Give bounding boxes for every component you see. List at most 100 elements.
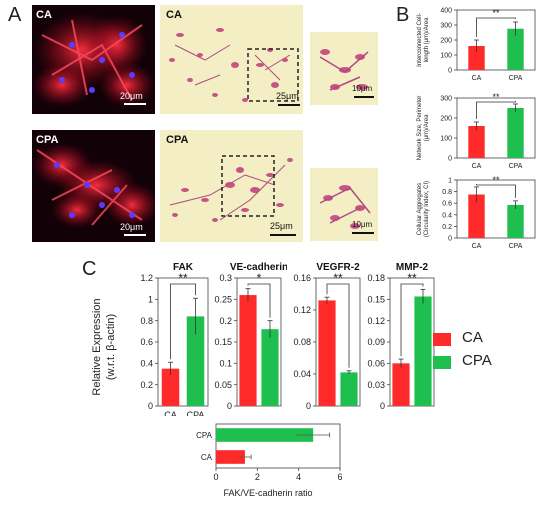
y-tick-label: 1 (448, 177, 452, 184)
significance-marker: ** (333, 271, 343, 285)
cpa-brightfield-image: CPA 25μm (160, 130, 303, 242)
y-tick-label: 0 (448, 155, 452, 162)
y-tick-label: 0.6 (140, 337, 153, 347)
x-tick-label: CPA (509, 163, 523, 170)
significance-marker: ** (407, 271, 417, 285)
y-tick-label: 0 (380, 401, 385, 411)
plot-frame (456, 97, 536, 159)
y-axis-label: Relative Expression (91, 298, 103, 395)
y-tick-label: 300 (440, 95, 452, 102)
bar-ca (468, 46, 485, 70)
x-axis-label: FAK/VE-cadherin ratio (223, 488, 312, 498)
y-tick-label: 0.18 (367, 273, 385, 283)
scale-bar (124, 103, 146, 105)
legend-label-cpa: CPA (462, 352, 492, 369)
x-tick-label: 0 (213, 472, 218, 482)
ca-fluorescence-label: CA (36, 9, 52, 21)
y-tick-label: 0.09 (367, 337, 385, 347)
y-tick-label: 0 (148, 401, 153, 411)
x-tick-label: CPA (509, 243, 523, 250)
significance-bracket (476, 17, 516, 37)
chart-vegfr-2: 0 0.04 0.08 0.12 0.16 **VEGFR-2 (293, 262, 361, 411)
y-tick-label: 0.05 (214, 380, 232, 390)
bar-cpa (507, 204, 524, 238)
significance-bracket (476, 183, 516, 198)
plot-frame (215, 423, 341, 469)
y-tick-label: 0.8 (140, 316, 153, 326)
significance-marker: ** (492, 8, 500, 18)
cpa-fluorescence-label: CPA (36, 134, 59, 146)
significance-bracket (400, 283, 424, 357)
y-axis-label: (Circularity Index, CI) (424, 181, 430, 237)
x-tick-label: CA (164, 410, 177, 416)
y-axis-title-relative-expression: Relative Expression (w.r.t. β-actin) (91, 298, 117, 395)
y-tick-label: 0.15 (367, 294, 385, 304)
bar-cpa (216, 428, 314, 442)
y-axis-label: Cellular Aggregates (417, 183, 423, 235)
y-axis-label: Interconnected Cell- (417, 13, 423, 67)
y-tick-label: 0.1 (219, 358, 232, 368)
panel-letter-b: B (396, 4, 410, 26)
scale-bar (124, 234, 146, 236)
y-tick-label: 0.04 (293, 369, 311, 379)
x-tick-label: CA (472, 75, 482, 82)
zoom-box (247, 48, 299, 102)
y-tick-label: 0.3 (219, 273, 232, 283)
cpa-brightfield-label: CPA (166, 134, 189, 146)
chart-title: MMP-2 (396, 262, 429, 273)
legend-swatch-cpa (433, 356, 451, 369)
y-tick-label: 0.12 (367, 316, 385, 326)
ca-zoom-cells (319, 49, 369, 91)
significance-marker: ** (178, 271, 188, 285)
y-tick-label: 0.8 (442, 189, 452, 196)
chart-title: VE-cadherin (230, 262, 287, 273)
scale-bar-label: 10μm (352, 84, 373, 93)
ca-brightfield-image: CA 25μm (160, 5, 303, 114)
chart-fak-ve-cadherin-ratio: 0 2 4 6 CPA CA FAK/VE-cadherin ratio (196, 423, 343, 498)
ca-brightfield-cells (169, 28, 299, 102)
ca-fluorescence-image: CA 20μm (32, 5, 155, 114)
y-axis-label: length (μm)/Area (424, 17, 430, 62)
significance-bracket (170, 283, 196, 360)
ca-brightfield-label: CA (166, 9, 182, 21)
y-tick-label: 0.06 (367, 358, 385, 368)
y-tick-label: 0.6 (442, 201, 452, 208)
y-tick-label: 0.4 (442, 212, 452, 219)
significance-marker: ** (492, 175, 500, 185)
chart-interconnected-cell-length: 0 100 200 300 400 CA CPA ** Interconnected Cell-… (417, 7, 536, 82)
bar-cpa (186, 316, 205, 406)
x-tick-label: CA (472, 163, 482, 170)
cpa-fluorescence-image: CPA 20μm (32, 130, 155, 242)
cpa-brightfield-cells (169, 155, 293, 222)
scale-bar (278, 104, 300, 106)
y-tick-label: 0.25 (214, 294, 232, 304)
plot-frame (456, 179, 536, 239)
bar-ca (392, 363, 410, 406)
chart-title: FAK (173, 262, 194, 273)
panel-letter-c: C (82, 258, 97, 280)
bar-cpa (507, 28, 524, 70)
bar-ca (468, 194, 485, 238)
scale-bar (270, 234, 296, 236)
ca-fluorescence-cells (32, 12, 155, 107)
y-tick-label: 1 (148, 294, 153, 304)
y-tick-label: 0.16 (293, 273, 311, 283)
significance-bracket (326, 283, 350, 368)
y-tick-label: 0.08 (293, 337, 311, 347)
y-tick-label: 0.15 (214, 337, 232, 347)
significance-marker: ** (492, 92, 500, 102)
cpa-zoom-image: 10μm (310, 168, 378, 241)
chart-mmp-2: 0 0.03 0.06 0.09 0.12 0.15 0.18 **MMP-2 (367, 262, 435, 411)
y-tick-label: 0.2 (219, 316, 232, 326)
ca-zoom-image: 10μm (310, 32, 378, 105)
scale-bar-label: 20μm (120, 91, 143, 101)
bar-cpa (414, 296, 432, 406)
y-tick-label: 400 (440, 7, 452, 14)
significance-marker: * (257, 271, 262, 285)
chart-cellular-aggregates: 0 0.2 0.4 0.6 0.8 1 CA CPA ** Cellular Aggregates… (417, 175, 536, 250)
significance-bracket (247, 283, 271, 318)
panel-letter-a: A (8, 4, 22, 26)
y-tick-label: 100 (440, 135, 452, 142)
y-tick-label: 0 (448, 235, 452, 242)
y-tick-label: 0.03 (367, 380, 385, 390)
